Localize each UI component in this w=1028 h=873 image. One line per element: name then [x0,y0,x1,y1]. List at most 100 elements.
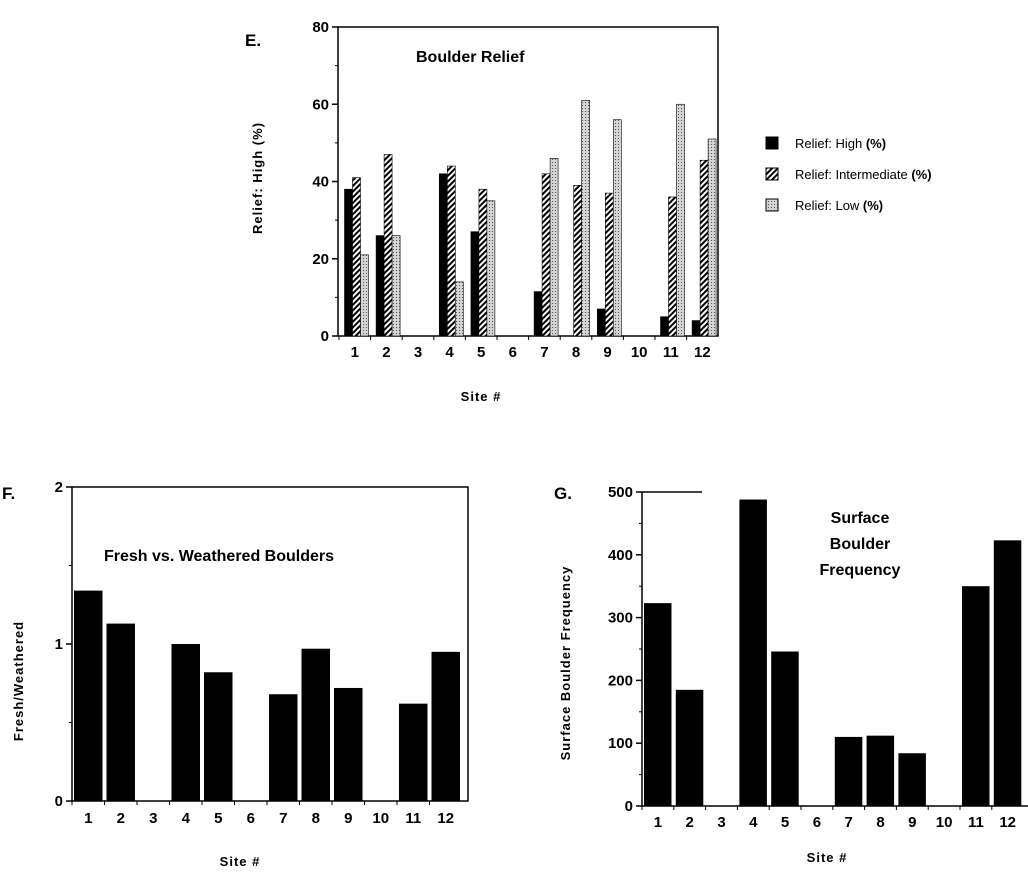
panel-e-bar-hatch [668,196,677,337]
panel-f-x-tick-label: 12 [437,810,454,827]
panel-g-bar [866,735,895,806]
panel-g-x-tick-label: 4 [749,814,758,831]
panel-e-y-tick-label: 40 [312,174,329,191]
panel-g-y-tick-label: 500 [608,484,633,501]
panel-f-x-tick-label: 6 [247,810,255,827]
panel-e-x-tick-label: 4 [445,344,454,361]
panel-f-y-tick-label: 2 [55,479,63,496]
panel-g-surface-boulder-chart: G. Surface Boulder Frequency Surface Bould… [554,484,1028,865]
panel-e-x-tick-label: 8 [572,344,580,361]
panel-g-title: Surface Boulder Frequency [820,510,901,579]
panel-e-legend: Relief: High (%) Relief: Intermediate (%)… [765,136,932,213]
panel-g-bar [962,586,990,806]
panel-f-x-tick-label: 2 [117,810,125,827]
panel-e-x-tick-label: 5 [477,344,485,361]
panel-g-x-tick-label: 10 [936,814,953,831]
panel-e-bar-dots [454,281,464,337]
panel-g-x-tick-label: 12 [999,814,1016,831]
panel-g-x-tick-label: 8 [876,814,884,831]
panel-f-bar [106,623,135,801]
legend-label-hatch: Relief: Intermediate (%) [795,167,932,182]
panel-f-fresh-weathered-chart: F. Fresh vs. Weathered Boulders Fresh/We… [2,479,469,869]
panel-f-x-tick-label: 9 [344,810,352,827]
panel-g-y-tick-label: 400 [608,547,633,564]
panel-e-y-tick-label: 60 [312,96,329,113]
panel-g-x-tick-label: 6 [813,814,821,831]
panel-e-bar-dots [360,254,369,337]
panel-g-title-line: Boulder [830,536,890,553]
panel-e-bar-hatch [446,165,456,337]
panel-f-bar [171,644,200,801]
panel-f-bar [431,651,460,801]
panel-g-y-tick-label: 200 [608,672,633,689]
panel-f-x-tick-label: 8 [312,810,320,827]
panel-f-x-tick-label: 1 [84,810,92,827]
panel-e-bar-dots [549,158,559,337]
panel-e-bar-solid [596,308,606,337]
panel-g-bar [993,540,1022,806]
legend-swatch-solid [765,136,779,150]
panel-f-x-tick-label: 3 [149,810,157,827]
legend-swatch-dots [765,198,779,212]
panel-e-bar-dots [391,235,401,337]
panel-g-letter: G. [554,484,572,503]
panel-f-x-tick-label: 11 [405,810,421,827]
panel-e-bar-dots [707,138,717,337]
panel-g-x-tick-label: 9 [908,814,916,831]
panel-f-y-tick-label: 1 [55,636,63,653]
panel-g-x-axis-label: Site # [807,850,848,865]
panel-g-x-tick-label: 1 [654,814,662,831]
panel-f-x-tick-label: 7 [279,810,287,827]
panel-f-letter: F. [2,484,15,503]
panel-f-bar [301,648,330,801]
legend-label-hatch-suffix: (%) [911,167,931,182]
panel-f-bar [269,694,298,801]
panel-f-bar [334,687,363,801]
panel-e-bar-hatch [699,159,709,337]
panel-f-x-axis-label: Site # [220,854,261,869]
panel-f-x-tick-label: 4 [182,810,191,827]
panel-e-x-tick-label: 11 [663,344,679,361]
panel-e-bar-hatch [541,173,551,337]
panel-e-bar-dots [676,103,685,337]
panel-g-title-line: Surface [831,510,890,527]
panel-g-x-tick-label: 7 [845,814,853,831]
panel-f-y-axis-label: Fresh/Weathered [11,621,26,741]
panel-e-bar-hatch [573,185,583,337]
panel-e-x-tick-label: 2 [382,344,390,361]
panel-e-bar-solid [660,316,669,337]
panel-g-y-axis-label: Surface Boulder Frequency [558,566,573,761]
panel-g-bar [834,736,863,806]
panel-e-y-tick-label: 80 [312,19,329,36]
panel-g-x-tick-label: 2 [686,814,694,831]
panel-e-bar-solid [470,231,480,337]
panel-e-relief-chart: E. Boulder Relief Relief: High (%) Site … [245,19,932,404]
panel-e-x-tick-label: 3 [414,344,422,361]
panel-e-y-tick-label: 0 [321,328,329,345]
legend-swatch-hatch [765,167,779,181]
legend-label-solid: Relief: High (%) [795,136,886,151]
panel-e-bar-solid [438,173,448,337]
panel-e-x-axis-label: Site # [461,389,502,404]
panel-g-bar [739,499,767,806]
panel-e-letter: E. [245,31,261,50]
panel-g-y-tick-label: 100 [608,735,633,752]
panel-e-bar-solid [375,235,385,337]
panel-g-bar [898,753,926,806]
panel-e-bar-solid [344,188,353,337]
panel-g-x-tick-label: 5 [781,814,789,831]
panel-g-bar [771,651,799,806]
panel-g-bar [644,603,672,806]
panel-e-x-tick-label: 10 [631,344,648,361]
panel-e-x-tick-label: 12 [694,344,711,361]
panel-e-y-tick-label: 20 [312,251,329,268]
panel-g-x-tick-label: 3 [717,814,725,831]
panel-e-bar-dots [581,100,591,337]
panel-e-x-tick-label: 9 [603,344,611,361]
panel-e-bar-hatch [478,188,488,337]
panel-e-bar-solid [691,320,701,337]
panel-f-x-tick-label: 5 [214,810,222,827]
panel-e-title: Boulder Relief [416,49,525,66]
panel-e-x-tick-label: 7 [540,344,548,361]
